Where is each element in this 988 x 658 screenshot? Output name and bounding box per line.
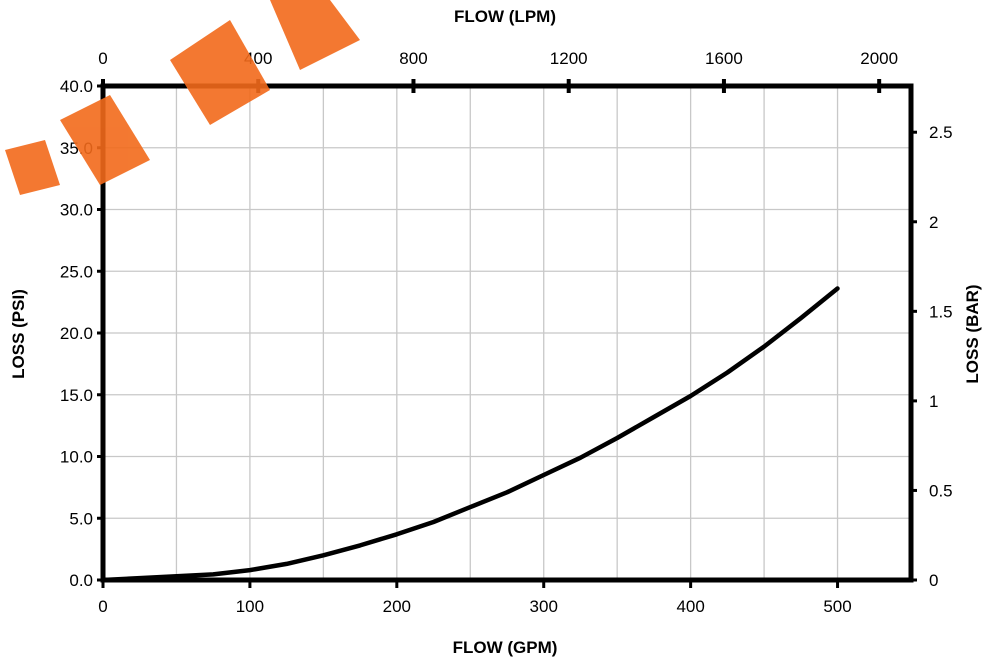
x-tick-label: 300 [530, 597, 558, 616]
x-tick-label: 0 [98, 597, 107, 616]
series-layer [100, 286, 840, 583]
y-tick-label: 10.0 [60, 448, 93, 467]
y-axis-title: LOSS (PSI) [9, 289, 28, 379]
y-tick-label: 40.0 [60, 77, 93, 96]
y2-tick-label: 0 [929, 571, 938, 590]
y-tick-label: 15.0 [60, 386, 93, 405]
x-tick-label: 500 [823, 597, 851, 616]
y-tick-label: 25.0 [60, 262, 93, 281]
y-tick-label: 5.0 [69, 509, 93, 528]
x-tick-label: 200 [383, 597, 411, 616]
y-tick-label: 20.0 [60, 324, 93, 343]
y-tick-label: 30.0 [60, 201, 93, 220]
x2-tick-label: 1200 [550, 49, 588, 68]
y2-tick-label: 2.5 [929, 123, 953, 142]
y2-tick-label: 2 [929, 213, 938, 232]
x2-tick-label: 800 [399, 49, 427, 68]
y-tick-label: 0.0 [69, 571, 93, 590]
y2-axis-title: LOSS (BAR) [963, 284, 982, 383]
x-axis-title: FLOW (GPM) [453, 638, 558, 657]
y2-tick-label: 1 [929, 392, 938, 411]
x2-axis-title: FLOW (LPM) [454, 7, 556, 26]
x-tick-label: 400 [676, 597, 704, 616]
x2-tick-label: 1600 [705, 49, 743, 68]
series-line [100, 286, 840, 583]
y2-tick-label: 0.5 [929, 481, 953, 500]
grid [103, 86, 911, 580]
x-tick-label: 100 [236, 597, 264, 616]
x2-tick-label: 0 [98, 49, 107, 68]
x2-tick-label: 2000 [860, 49, 898, 68]
y2-tick-label: 1.5 [929, 302, 953, 321]
